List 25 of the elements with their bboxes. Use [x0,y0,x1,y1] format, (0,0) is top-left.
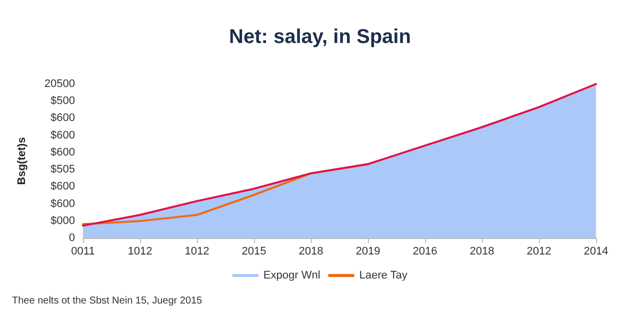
text: 20500 [44,78,75,90]
text: $600 [50,198,75,210]
text: $600 [50,180,75,193]
text: $500 [50,95,75,108]
y-axis-title: Bsg(tet)s [16,137,28,185]
x-tick-label: 2016 [412,246,438,258]
text: $600 [50,146,75,158]
legend-label: Laere Tay [359,270,408,282]
x-tick-label: 1012 [184,246,210,258]
text: 0 [68,232,75,244]
chart-title: Net: salay, in Spain [229,26,411,48]
x-tick-label: 1012 [128,246,152,258]
x-tick-label: 2015 [242,246,266,258]
x-tick-label: 2014 [584,246,608,258]
text: $600 [50,112,75,124]
text: $505 [50,164,75,176]
text: $000 [50,214,75,227]
x-tick-label: 0011 [71,246,95,258]
x-tick-label: 2012 [526,246,552,258]
legend-label: Expogr Wnl [263,270,320,282]
text: $600 [50,129,75,142]
x-tick-label: 2019 [356,246,380,258]
text: Thee nelts ot the Sbst Nein 15, Juegr 2015 [12,296,203,306]
x-tick-label: 2018 [298,246,324,258]
x-tick-label: 2018 [470,246,494,258]
